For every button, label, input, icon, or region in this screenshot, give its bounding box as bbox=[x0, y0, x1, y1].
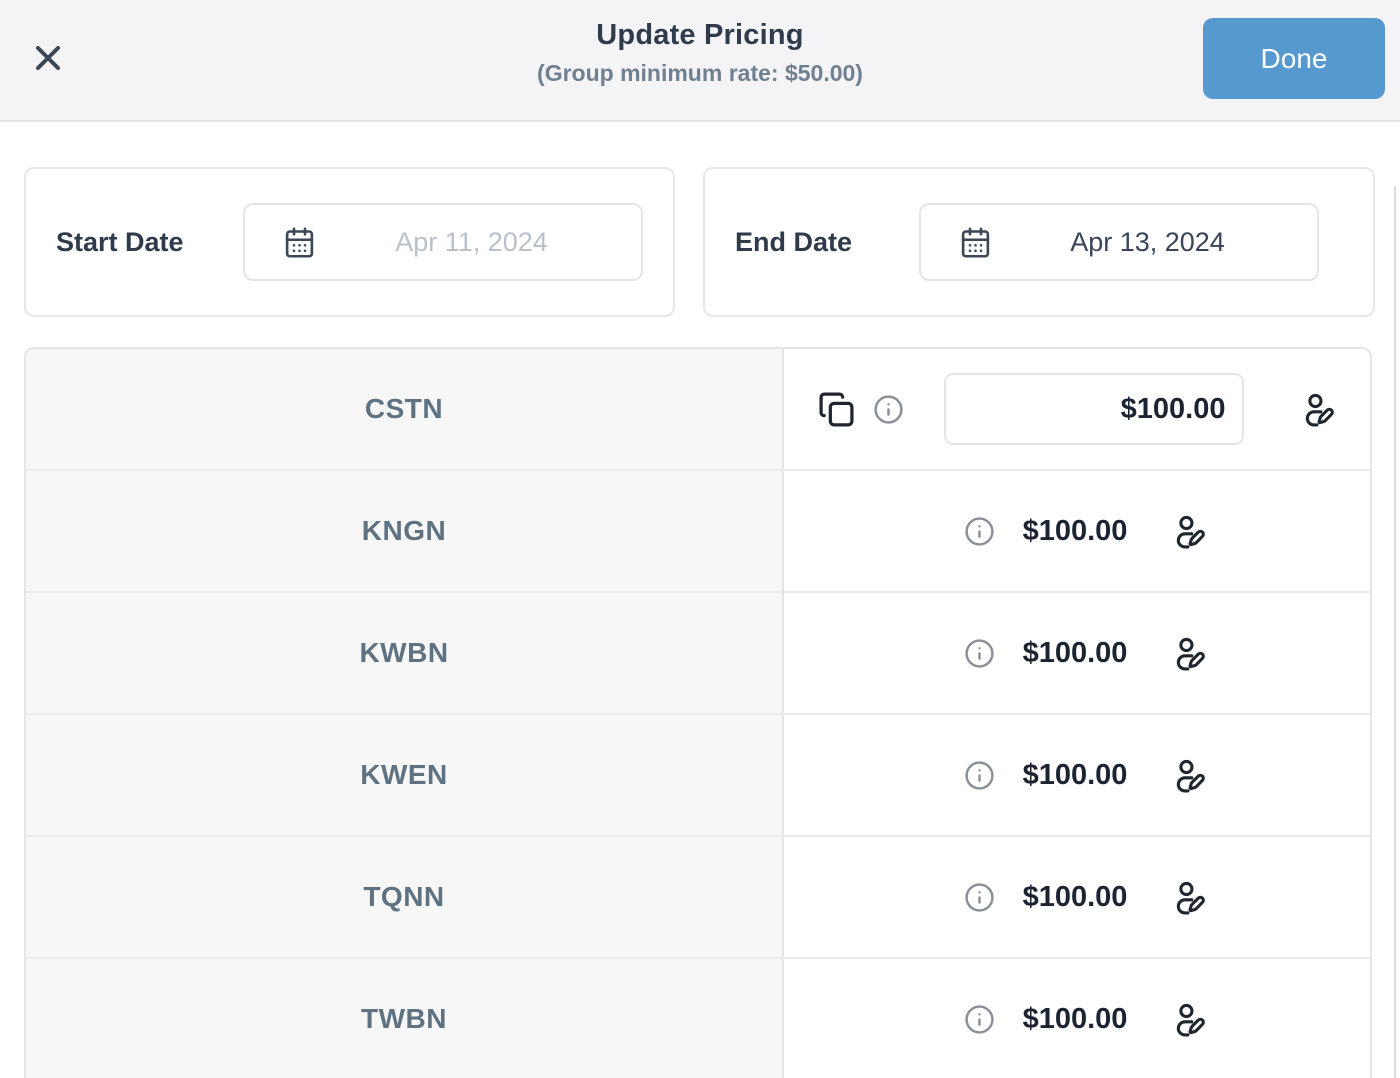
date-filter-row: Start Date Apr 11, 2024 End Date Apr 13,… bbox=[24, 167, 1375, 317]
user-edit-icon[interactable] bbox=[1171, 635, 1208, 672]
start-date-placeholder: Apr 11, 2024 bbox=[395, 226, 548, 257]
table-row: TWBN $100.00 bbox=[26, 959, 1370, 1078]
price-value: $100.00 bbox=[1022, 636, 1128, 669]
room-type-code: KWBN bbox=[359, 637, 449, 668]
room-type-cell: KWEN bbox=[26, 715, 784, 835]
room-type-code: TWBN bbox=[361, 1003, 447, 1034]
table-row: TQNN $100.00 bbox=[26, 837, 1370, 959]
price-value: $100.00 bbox=[1022, 880, 1128, 913]
info-icon[interactable] bbox=[964, 516, 995, 547]
group-minimum-rate-note: (Group minimum rate: $50.00) bbox=[537, 60, 863, 86]
pricing-table: CSTN $100.00 KNGN bbox=[24, 347, 1372, 1078]
end-date-label: End Date bbox=[735, 226, 853, 257]
room-type-cell: CSTN bbox=[26, 349, 784, 469]
start-date-input[interactable]: Apr 11, 2024 bbox=[243, 203, 643, 281]
room-type-cell: TQNN bbox=[26, 837, 784, 957]
scrollbar-track[interactable] bbox=[1394, 186, 1396, 1078]
room-type-cell: KWBN bbox=[26, 593, 784, 713]
close-button[interactable] bbox=[24, 34, 72, 82]
room-type-cell: TWBN bbox=[26, 959, 784, 1078]
room-type-code: TQNN bbox=[363, 881, 445, 912]
info-icon[interactable] bbox=[964, 638, 995, 669]
room-type-code: CSTN bbox=[364, 393, 444, 424]
close-icon bbox=[28, 38, 68, 78]
start-date-label: Start Date bbox=[56, 226, 184, 257]
user-edit-icon[interactable] bbox=[1171, 513, 1208, 550]
price-input[interactable] bbox=[943, 373, 1244, 445]
end-date-input[interactable]: Apr 13, 2024 bbox=[919, 203, 1319, 281]
price-cell: $100.00 bbox=[784, 959, 1370, 1078]
info-icon[interactable] bbox=[964, 882, 995, 913]
price-cell: $100.00 bbox=[784, 837, 1370, 957]
calendar-icon bbox=[283, 226, 316, 259]
end-date-card: End Date Apr 13, 2024 bbox=[703, 167, 1375, 317]
info-icon[interactable] bbox=[964, 760, 995, 791]
start-date-card: Start Date Apr 11, 2024 bbox=[24, 167, 675, 317]
price-cell: $100.00 bbox=[784, 715, 1370, 835]
user-edit-icon[interactable] bbox=[1171, 757, 1208, 794]
price-value: $100.00 bbox=[1022, 514, 1128, 547]
room-type-code: KNGN bbox=[361, 515, 447, 546]
table-row: CSTN $100.00 bbox=[26, 349, 1370, 471]
end-date-value: Apr 13, 2024 bbox=[1070, 226, 1225, 257]
room-type-cell: KNGN bbox=[26, 471, 784, 591]
modal-header: Update Pricing (Group minimum rate: $50.… bbox=[0, 0, 1400, 122]
info-icon[interactable] bbox=[964, 1004, 995, 1035]
price-value: $100.00 bbox=[1022, 758, 1128, 791]
price-cell: $100.00 bbox=[784, 593, 1370, 713]
user-edit-icon[interactable] bbox=[1300, 391, 1337, 428]
calendar-icon bbox=[959, 226, 992, 259]
user-edit-icon[interactable] bbox=[1171, 1001, 1208, 1038]
table-row: KNGN $100.00 bbox=[26, 471, 1370, 593]
copy-icon[interactable] bbox=[818, 391, 855, 428]
price-cell: $100.00 bbox=[784, 349, 1370, 469]
price-value: $100.00 bbox=[1022, 1002, 1128, 1035]
table-row: KWBN $100.00 bbox=[26, 593, 1370, 715]
info-icon[interactable] bbox=[873, 394, 904, 425]
done-button[interactable]: Done bbox=[1203, 18, 1385, 99]
modal-title-block: Update Pricing (Group minimum rate: $50.… bbox=[537, 19, 863, 87]
page-title: Update Pricing bbox=[596, 19, 804, 51]
room-type-code: KWEN bbox=[360, 759, 448, 790]
user-edit-icon[interactable] bbox=[1171, 879, 1208, 916]
table-row: KWEN $100.00 bbox=[26, 715, 1370, 837]
price-cell: $100.00 bbox=[784, 471, 1370, 591]
